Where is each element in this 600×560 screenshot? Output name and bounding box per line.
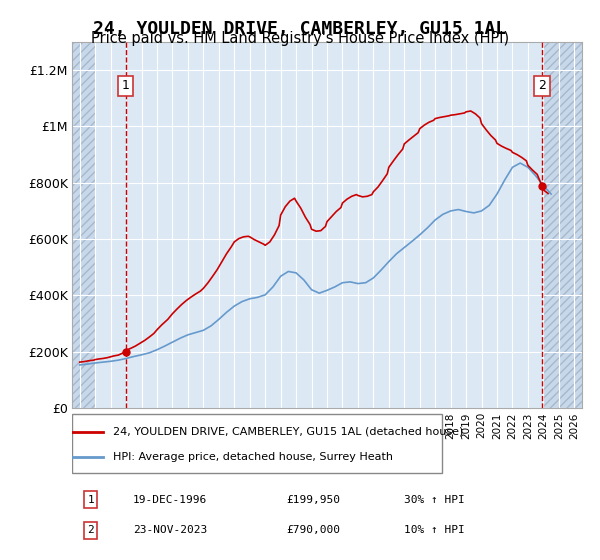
Point [68,454,76,461]
Text: 10% ↑ HPI: 10% ↑ HPI [404,525,464,535]
Text: 24, YOULDEN DRIVE, CAMBERLEY, GU15 1AL: 24, YOULDEN DRIVE, CAMBERLEY, GU15 1AL [94,20,506,38]
Text: 1: 1 [122,80,130,92]
Point [68,428,76,435]
Text: £199,950: £199,950 [286,494,340,505]
Text: 2: 2 [538,80,546,92]
Text: 23-NOV-2023: 23-NOV-2023 [133,525,208,535]
Text: HPI: Average price, detached house, Surrey Heath: HPI: Average price, detached house, Surr… [113,452,393,463]
Point [99,428,106,435]
Bar [72,42,95,408]
Text: 1: 1 [88,494,94,505]
Text: £790,000: £790,000 [286,525,340,535]
FancyBboxPatch shape [72,414,442,473]
Bar [544,42,582,408]
Text: 19-DEC-1996: 19-DEC-1996 [133,494,208,505]
Text: 30% ↑ HPI: 30% ↑ HPI [404,494,464,505]
Text: Price paid vs. HM Land Registry's House Price Index (HPI): Price paid vs. HM Land Registry's House … [91,31,509,46]
Text: 24, YOULDEN DRIVE, CAMBERLEY, GU15 1AL (detached house): 24, YOULDEN DRIVE, CAMBERLEY, GU15 1AL (… [113,427,463,437]
Text: 2: 2 [88,525,94,535]
Point [99,454,106,461]
